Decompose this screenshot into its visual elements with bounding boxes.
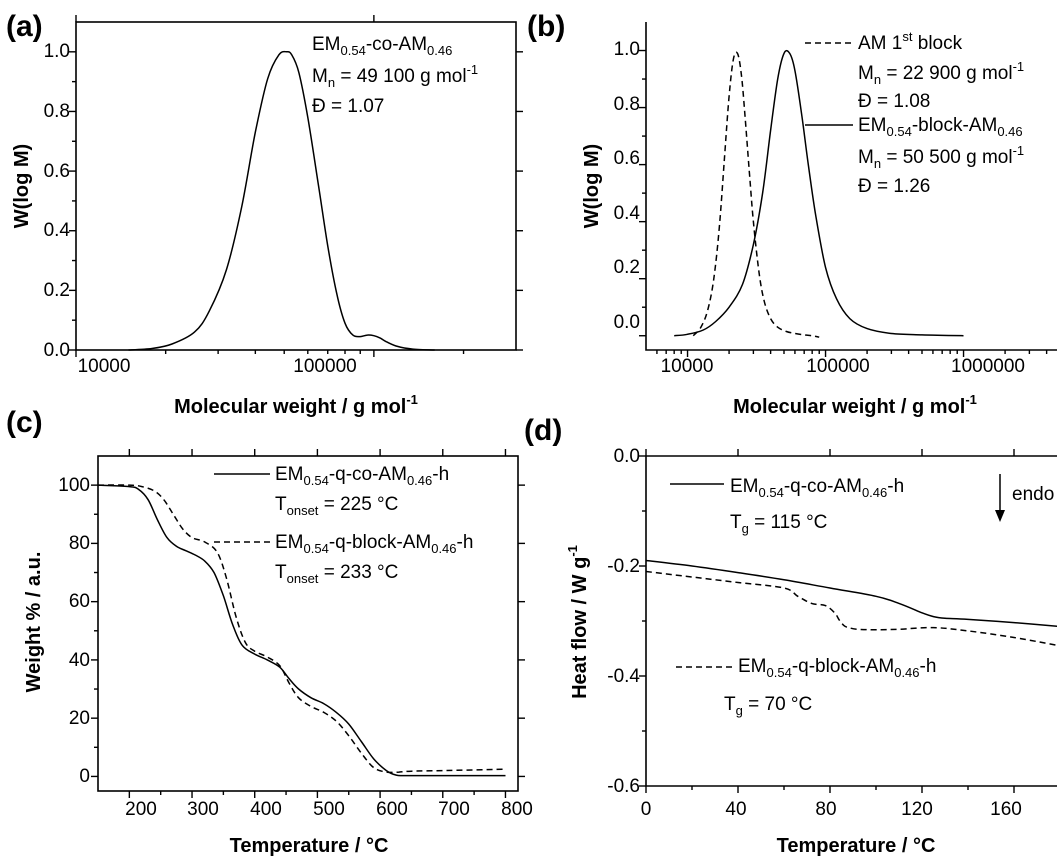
legend-mn-block-copolymer: Mn = 50 500 g mol-1 xyxy=(858,143,1024,171)
y-tick-label: 0.0 xyxy=(44,340,70,361)
legend-tg-co: Tg = 115 °C xyxy=(730,512,827,536)
x-tick-label: 10000 xyxy=(661,356,714,377)
series-lines-c xyxy=(97,484,506,777)
y-tick-label: 0 xyxy=(79,766,90,787)
legend-d: EM0.54-q-co-AM0.46-h Tg = 115 °C EM0.54-… xyxy=(670,476,936,718)
axis-ticks-a xyxy=(69,15,523,357)
panel-b: (b) 10000 100000 1000000 0.0 0.2 0.4 0.6… xyxy=(527,10,1057,418)
endo-label: endo xyxy=(1012,484,1054,505)
panel-c: (c) 200 300 400 500 600 700 800 0 20 40 … xyxy=(6,406,533,857)
y-axis-title-a: W(log M) xyxy=(11,144,33,228)
panel-a: (a) 10000 100000 0.0 0.2 0.4 0.6 0.8 1.0… xyxy=(6,10,523,418)
axis-ticks-b xyxy=(639,49,1048,357)
sample-name-a: EM0.54-co-AM0.46 xyxy=(312,34,452,58)
legend-entry-co: EM0.54-q-co-AM0.46-h xyxy=(730,476,904,500)
series-lines-b xyxy=(674,49,964,338)
x-tick-label: 1000000 xyxy=(951,356,1025,377)
y-tick-label: 80 xyxy=(69,533,90,554)
y-tick-label: 40 xyxy=(69,650,90,671)
series-line-solid xyxy=(97,484,506,777)
x-tick-label: 700 xyxy=(438,799,470,820)
panel-label-c: (c) xyxy=(6,406,43,439)
x-tick-label: 80 xyxy=(815,799,836,820)
x-tick-label: 400 xyxy=(250,799,282,820)
legend-dispersity-am-first-block: Đ = 1.08 xyxy=(858,91,930,112)
legend-mn-am-first-block: Mn = 22 900 g mol-1 xyxy=(858,59,1024,87)
y-tick-label: 0.6 xyxy=(614,148,640,169)
legend-entry-co: EM0.54-q-co-AM0.46-h xyxy=(275,464,449,488)
y-tick-label: -0.4 xyxy=(607,666,640,687)
x-tick-label: 600 xyxy=(376,799,408,820)
x-tick-label: 500 xyxy=(313,799,345,820)
y-tick-label: 0.0 xyxy=(614,446,640,467)
panel-d: (d) 0 40 80 120 160 0.0 -0.2 -0.4 -0.6 T… xyxy=(524,414,1057,857)
legend-entry-block: EM0.54-q-block-AM0.46-h xyxy=(275,532,473,556)
y-tick-label: 0.6 xyxy=(44,161,70,182)
y-axis-title-b: W(log M) xyxy=(581,144,603,228)
y-axis-title-c: Weight % / a.u. xyxy=(23,552,45,693)
legend-b: AM 1st block Mn = 22 900 g mol-1 Đ = 1.0… xyxy=(805,29,1024,197)
x-tick-label: 160 xyxy=(990,799,1022,820)
x-tick-label: 10000 xyxy=(78,356,131,377)
y-tick-label: 100 xyxy=(58,475,90,496)
y-tick-label: 0.8 xyxy=(44,101,70,122)
legend-entry-block: EM0.54-q-block-AM0.46-h xyxy=(738,656,936,680)
mn-value-a: Mn = 49 100 g mol-1 xyxy=(312,62,478,90)
series-line-solid xyxy=(645,559,1057,628)
annotation-a: EM0.54-co-AM0.46 Mn = 49 100 g mol-1 Đ =… xyxy=(312,34,478,117)
series-line-dashed xyxy=(692,51,820,338)
plot-frame-c xyxy=(97,455,519,792)
series-line-dashed xyxy=(645,570,1057,647)
y-tick-label: 0.4 xyxy=(44,220,71,241)
y-tick-label: 0.2 xyxy=(44,280,70,301)
y-axis-title-d: Heat flow / W g-1 xyxy=(565,545,591,699)
legend-dispersity-block-copolymer: Đ = 1.26 xyxy=(858,176,930,197)
axis-ticks-d xyxy=(639,449,1015,793)
x-tick-label: 40 xyxy=(725,799,746,820)
x-tick-label: 0 xyxy=(641,799,652,820)
y-tick-label: 0.4 xyxy=(614,203,641,224)
series-line-solid xyxy=(128,50,435,351)
y-tick-label: -0.2 xyxy=(607,556,640,577)
endo-indicator: endo xyxy=(995,474,1054,522)
y-tick-label: 0.2 xyxy=(614,257,640,278)
y-tick-label: -0.6 xyxy=(607,776,640,797)
dispersity-a: Đ = 1.07 xyxy=(312,96,384,117)
series-line-solid xyxy=(674,49,964,337)
y-tick-label: 1.0 xyxy=(44,41,70,62)
plot-frame-a xyxy=(75,21,517,351)
series-line-dashed xyxy=(97,484,506,774)
x-tick-label: 100000 xyxy=(293,356,356,377)
y-tick-label: 20 xyxy=(69,708,90,729)
series-lines-a xyxy=(128,50,435,351)
x-tick-label: 200 xyxy=(125,799,157,820)
x-tick-label: 300 xyxy=(187,799,219,820)
x-tick-label: 800 xyxy=(501,799,533,820)
y-tick-label: 0.0 xyxy=(614,312,640,333)
legend-tg-block: Tg = 70 °C xyxy=(724,694,812,718)
y-tick-label: 60 xyxy=(69,591,90,612)
panel-label-d: (d) xyxy=(524,414,562,447)
legend-tonset-block: Tonset = 233 °C xyxy=(275,562,398,586)
y-tick-label: 1.0 xyxy=(614,39,640,60)
x-axis-title-d: Temperature / °C xyxy=(777,835,936,857)
x-axis-title-a: Molecular weight / g mol-1 xyxy=(174,392,418,418)
down-arrow-icon xyxy=(995,510,1005,522)
series-lines-d xyxy=(645,559,1057,647)
axis-ticks-c xyxy=(91,449,525,798)
panel-label-a: (a) xyxy=(6,10,43,43)
legend-tonset-co: Tonset = 225 °C xyxy=(275,494,398,518)
y-tick-label: 0.8 xyxy=(614,94,640,115)
legend-entry-am-first-block: AM 1st block xyxy=(858,29,963,54)
legend-c: EM0.54-q-co-AM0.46-h Tonset = 225 °C EM0… xyxy=(214,464,473,586)
x-axis-title-b: Molecular weight / g mol-1 xyxy=(733,392,977,418)
x-tick-label: 120 xyxy=(901,799,933,820)
x-tick-label: 100000 xyxy=(806,356,869,377)
panel-label-b: (b) xyxy=(527,10,565,43)
x-axis-title-c: Temperature / °C xyxy=(230,835,389,857)
legend-entry-block-copolymer: EM0.54-block-AM0.46 xyxy=(858,115,1023,139)
